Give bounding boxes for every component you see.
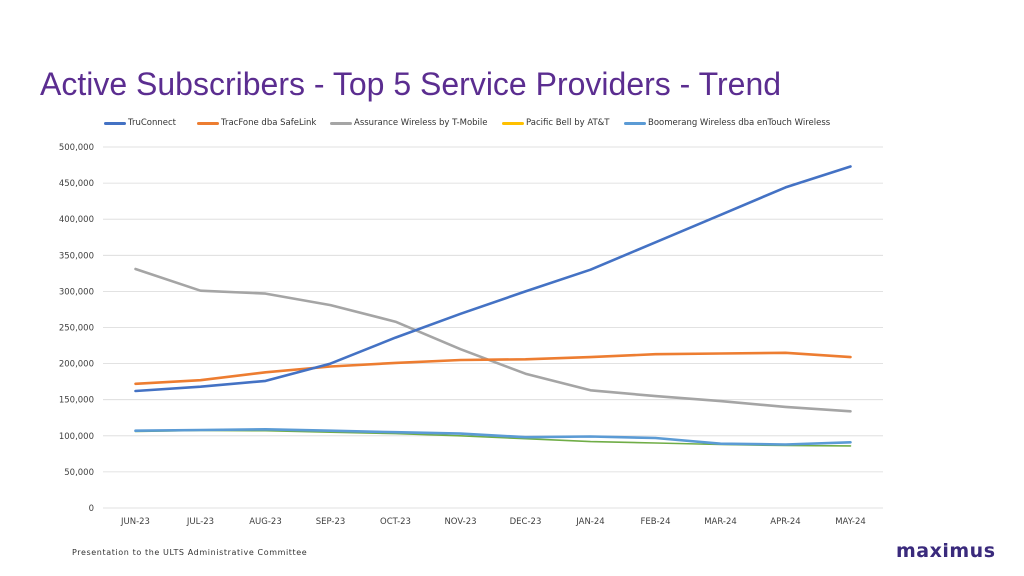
legend-item-boomerang: Boomerang Wireless dba enTouch Wireless — [624, 118, 830, 128]
x-tick-label: APR-24 — [770, 517, 800, 527]
legend-swatch — [502, 121, 524, 125]
footer-text: Presentation to the ULTS Administrative … — [72, 548, 308, 557]
y-tick-label: 100,000 — [59, 432, 94, 442]
x-tick-label: AUG-23 — [249, 517, 282, 527]
y-tick-label: 350,000 — [59, 251, 94, 261]
legend-item-assurance: Assurance Wireless by T-Mobile — [330, 118, 488, 128]
x-tick-label: FEB-24 — [641, 517, 671, 527]
series-line-assurance-wireless-by-t-mobile — [134, 267, 852, 413]
y-tick-label: 200,000 — [59, 360, 94, 370]
y-tick-label: 300,000 — [59, 287, 94, 297]
chart-legend: TruConnect TracFone dba SafeLink Assuran… — [104, 118, 864, 132]
legend-item-pacific-bell: Pacific Bell by AT&T — [502, 118, 610, 128]
series-line-tracfone-dba-safelink — [134, 351, 852, 386]
y-tick-label: 500,000 — [59, 143, 94, 153]
x-tick-label: SEP-23 — [316, 517, 346, 527]
legend-swatch — [197, 121, 219, 125]
x-tick-label: JUN-23 — [120, 517, 150, 527]
x-tick-label: MAY-24 — [835, 517, 866, 527]
x-tick-label: JUL-23 — [186, 517, 214, 527]
legend-swatch — [624, 121, 646, 125]
slide-title: Active Subscribers - Top 5 Service Provi… — [40, 66, 782, 102]
maximus-logo: maximus — [896, 540, 996, 562]
legend-swatch — [330, 121, 352, 125]
legend-swatch — [104, 121, 126, 125]
series-line-boomerang-wireless-dba-entouch-wireless — [134, 427, 852, 446]
legend-label: TruConnect — [128, 118, 176, 128]
x-tick-label: NOV-23 — [444, 517, 476, 527]
series-line-truconnect — [134, 165, 852, 393]
x-tick-label: JAN-24 — [575, 517, 604, 527]
x-tick-label: OCT-23 — [380, 517, 411, 527]
legend-label: Pacific Bell by AT&T — [526, 118, 610, 128]
y-tick-label: 50,000 — [64, 468, 94, 478]
x-tick-label: DEC-23 — [510, 517, 542, 527]
y-tick-label: 0 — [89, 504, 94, 514]
x-tick-label: MAR-24 — [704, 517, 737, 527]
y-tick-label: 150,000 — [59, 396, 94, 406]
y-tick-label: 450,000 — [59, 179, 94, 189]
legend-label: Assurance Wireless by T-Mobile — [354, 118, 488, 128]
legend-item-tracfone: TracFone dba SafeLink — [197, 118, 316, 128]
y-tick-label: 250,000 — [59, 324, 94, 334]
y-tick-label: 400,000 — [59, 215, 94, 225]
legend-item-truconnect: TruConnect — [104, 118, 176, 128]
legend-label: Boomerang Wireless dba enTouch Wireless — [648, 118, 831, 128]
legend-label: TracFone dba SafeLink — [221, 118, 317, 128]
